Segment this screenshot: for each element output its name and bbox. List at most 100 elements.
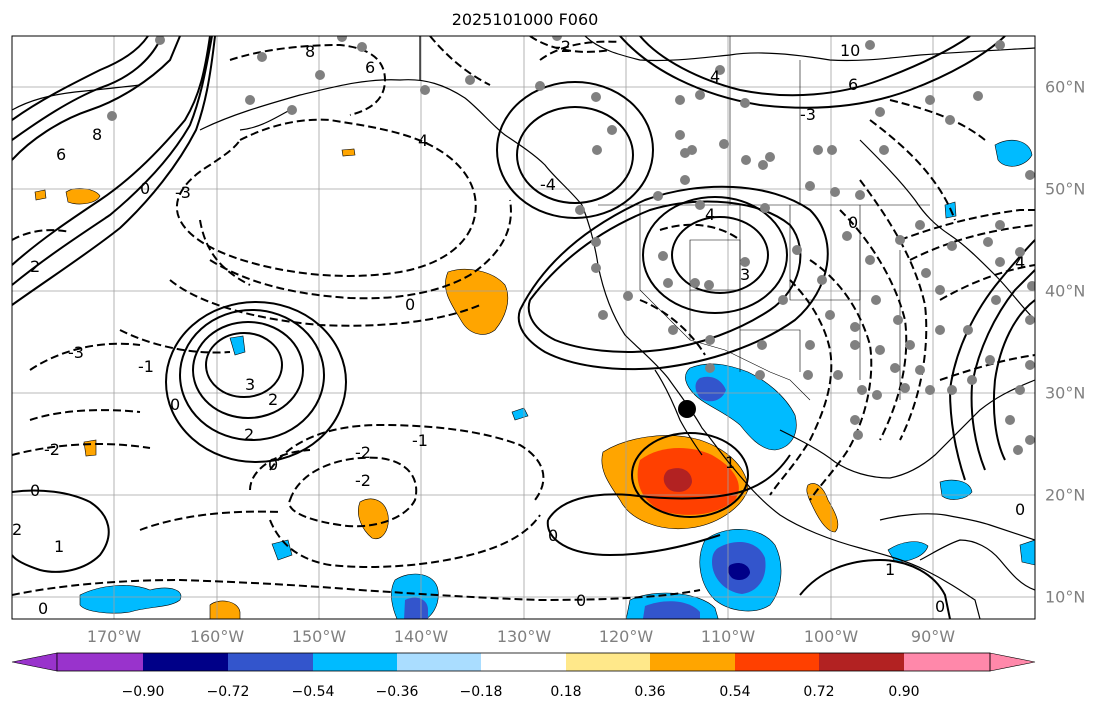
plot-title: 2025101000 F060 <box>451 10 599 29</box>
colorbar-tick: 0.54 <box>719 684 751 700</box>
colorbar-min-extend <box>11 652 58 672</box>
contour-label: 4 <box>705 205 715 224</box>
lon-label: 100°W <box>803 627 859 646</box>
colorbar <box>11 652 1036 672</box>
colorbar-swatch <box>735 653 819 671</box>
contour-label: 6 <box>848 75 858 94</box>
solid-contours <box>12 36 1035 619</box>
lon-label: 150°W <box>291 627 347 646</box>
colorbar-tick: 0.36 <box>634 684 666 700</box>
contour-labels: 8 6 2 0 8 6 4 -3 0 3 2 2 0 -1 -3 -2 0 1 … <box>12 37 1025 618</box>
contour-label: 2 <box>268 390 278 409</box>
contour-label: 1 <box>725 453 735 472</box>
midblue-blob-south-3 <box>404 597 428 619</box>
blue-blob-hudson <box>994 139 1033 167</box>
contour-label: 6 <box>56 145 66 164</box>
colorbar-max-extend <box>989 652 1036 672</box>
colorbar-tick: −0.54 <box>291 684 335 700</box>
contour-label: 0 <box>848 213 858 232</box>
colorbar-swatch <box>904 653 990 671</box>
colorbar-tick: 0.18 <box>550 684 582 700</box>
colorbar-swatch <box>481 653 566 671</box>
midblue-blob-south-2 <box>642 601 700 619</box>
contour-label: -1 <box>412 431 428 450</box>
contour-label: 0 <box>170 395 180 414</box>
lon-label: 120°W <box>598 627 654 646</box>
contour-label: 1 <box>885 560 895 579</box>
colorbar-swatch <box>57 653 143 671</box>
contour-label: 0 <box>268 455 278 474</box>
contour-label: 0 <box>576 591 586 610</box>
orange-blob-nw-small <box>34 189 47 201</box>
contour-label: 4 <box>418 131 428 150</box>
colorbar-tick: −0.36 <box>375 684 419 700</box>
blue-blob-caribbean <box>939 479 973 500</box>
contour-label: 0 <box>38 599 48 618</box>
location-marker <box>678 400 696 418</box>
lon-label: 140°W <box>393 627 449 646</box>
colorbar-tick: −0.90 <box>121 684 165 700</box>
orange-blob-gulf <box>806 483 839 533</box>
orange-blob-center <box>358 498 389 540</box>
colorbar-frame <box>56 652 991 672</box>
contour-label: 0 <box>548 526 558 545</box>
lat-label: 50°N <box>1045 179 1086 199</box>
contour-label: -2 <box>555 37 571 56</box>
contour-label: -3 <box>68 343 84 362</box>
contour-label: 2 <box>12 520 22 539</box>
contour-label: 0 <box>935 597 945 616</box>
colorbar-swatch <box>566 653 650 671</box>
contour-label: 2 <box>244 425 254 444</box>
contour-label: -4 <box>540 175 556 194</box>
colorbar-swatch <box>650 653 735 671</box>
darkred-blob-mexico <box>663 468 692 492</box>
lat-label: 60°N <box>1045 77 1086 97</box>
contour-label: 4 <box>1015 253 1025 272</box>
blue-blob-small-2 <box>511 407 529 421</box>
blue-blob-baja <box>685 363 797 451</box>
lon-label: 110°W <box>700 627 756 646</box>
colorbar-tick: −0.18 <box>459 684 503 700</box>
navy-blob-south-1 <box>727 562 750 581</box>
colorbar-swatch <box>397 653 481 671</box>
contour-label: 4 <box>710 67 720 86</box>
shaded-anomalies <box>34 139 1035 619</box>
contour-label: 3 <box>245 375 255 394</box>
blue-blob-small-1 <box>229 335 246 356</box>
orange-blob-nw <box>65 188 101 205</box>
colorbar-swatch <box>819 653 904 671</box>
lat-label: 10°N <box>1045 587 1086 607</box>
contour-label: 0 <box>140 179 150 198</box>
orange-blob-sw <box>209 600 241 619</box>
contour-label: 0 <box>405 295 415 314</box>
station-dots <box>107 36 1035 455</box>
lon-label: 170°W <box>86 627 142 646</box>
pink-blob-caribbean <box>1019 539 1035 566</box>
colorbar-tick: 0.90 <box>888 684 920 700</box>
contour-label: 1 <box>54 537 64 556</box>
contour-label: -1 <box>138 357 154 376</box>
lon-label: 160°W <box>189 627 245 646</box>
contour-label: -2 <box>355 471 371 490</box>
contour-label: 0 <box>1015 500 1025 519</box>
blue-blob-sw <box>79 585 182 614</box>
contour-label: -3 <box>800 105 816 124</box>
contour-label: 10 <box>840 41 860 60</box>
colorbar-swatch <box>228 653 313 671</box>
map-frame <box>11 35 1036 620</box>
contour-label: 0 <box>30 481 40 500</box>
lat-label: 20°N <box>1045 485 1086 505</box>
contour-label: 8 <box>92 125 102 144</box>
contour-label: 8 <box>305 42 315 61</box>
contour-label: 3 <box>740 265 750 284</box>
colorbar-swatch <box>313 653 397 671</box>
colorbar-tick: −0.72 <box>206 684 250 700</box>
contour-label: -2 <box>355 443 371 462</box>
lat-label: 30°N <box>1045 383 1086 403</box>
colorbar-tick: 0.72 <box>803 684 835 700</box>
lon-label: 90°W <box>910 627 956 646</box>
contour-label: -2 <box>44 440 60 459</box>
contour-label: 2 <box>30 257 40 276</box>
orange-blob-west <box>83 439 97 457</box>
